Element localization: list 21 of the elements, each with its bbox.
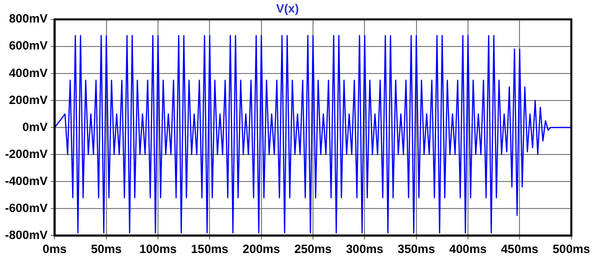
y-tick-label: -400mV <box>4 174 48 188</box>
x-tick-label: 200ms <box>242 242 280 256</box>
x-tick-label: 300ms <box>346 242 384 256</box>
x-tick-label: 500ms <box>552 242 590 256</box>
y-tick-label: -800mV <box>4 228 48 242</box>
x-tick-label: 350ms <box>398 242 436 256</box>
y-tick-label: 200mV <box>8 92 48 107</box>
y-tick-label: -600mV <box>4 200 48 215</box>
x-tick-label: 450ms <box>500 242 539 256</box>
y-tick-label: 400mV <box>8 66 48 80</box>
y-tick-label: 800mV <box>8 12 48 26</box>
x-tick-label: 100ms <box>139 242 178 256</box>
chart-title: V(x) <box>276 2 299 16</box>
x-tick-label: 50ms <box>91 242 122 256</box>
y-tick-label: 600mV <box>8 38 48 53</box>
x-tick-label: 0ms <box>42 242 68 256</box>
x-tick-label: 150ms <box>190 242 229 256</box>
x-tick-label: 400ms <box>449 242 487 256</box>
x-tick-label: 250ms <box>294 242 332 256</box>
y-tick-label: -200mV <box>4 146 48 161</box>
y-tick-label: 0mV <box>22 120 48 134</box>
